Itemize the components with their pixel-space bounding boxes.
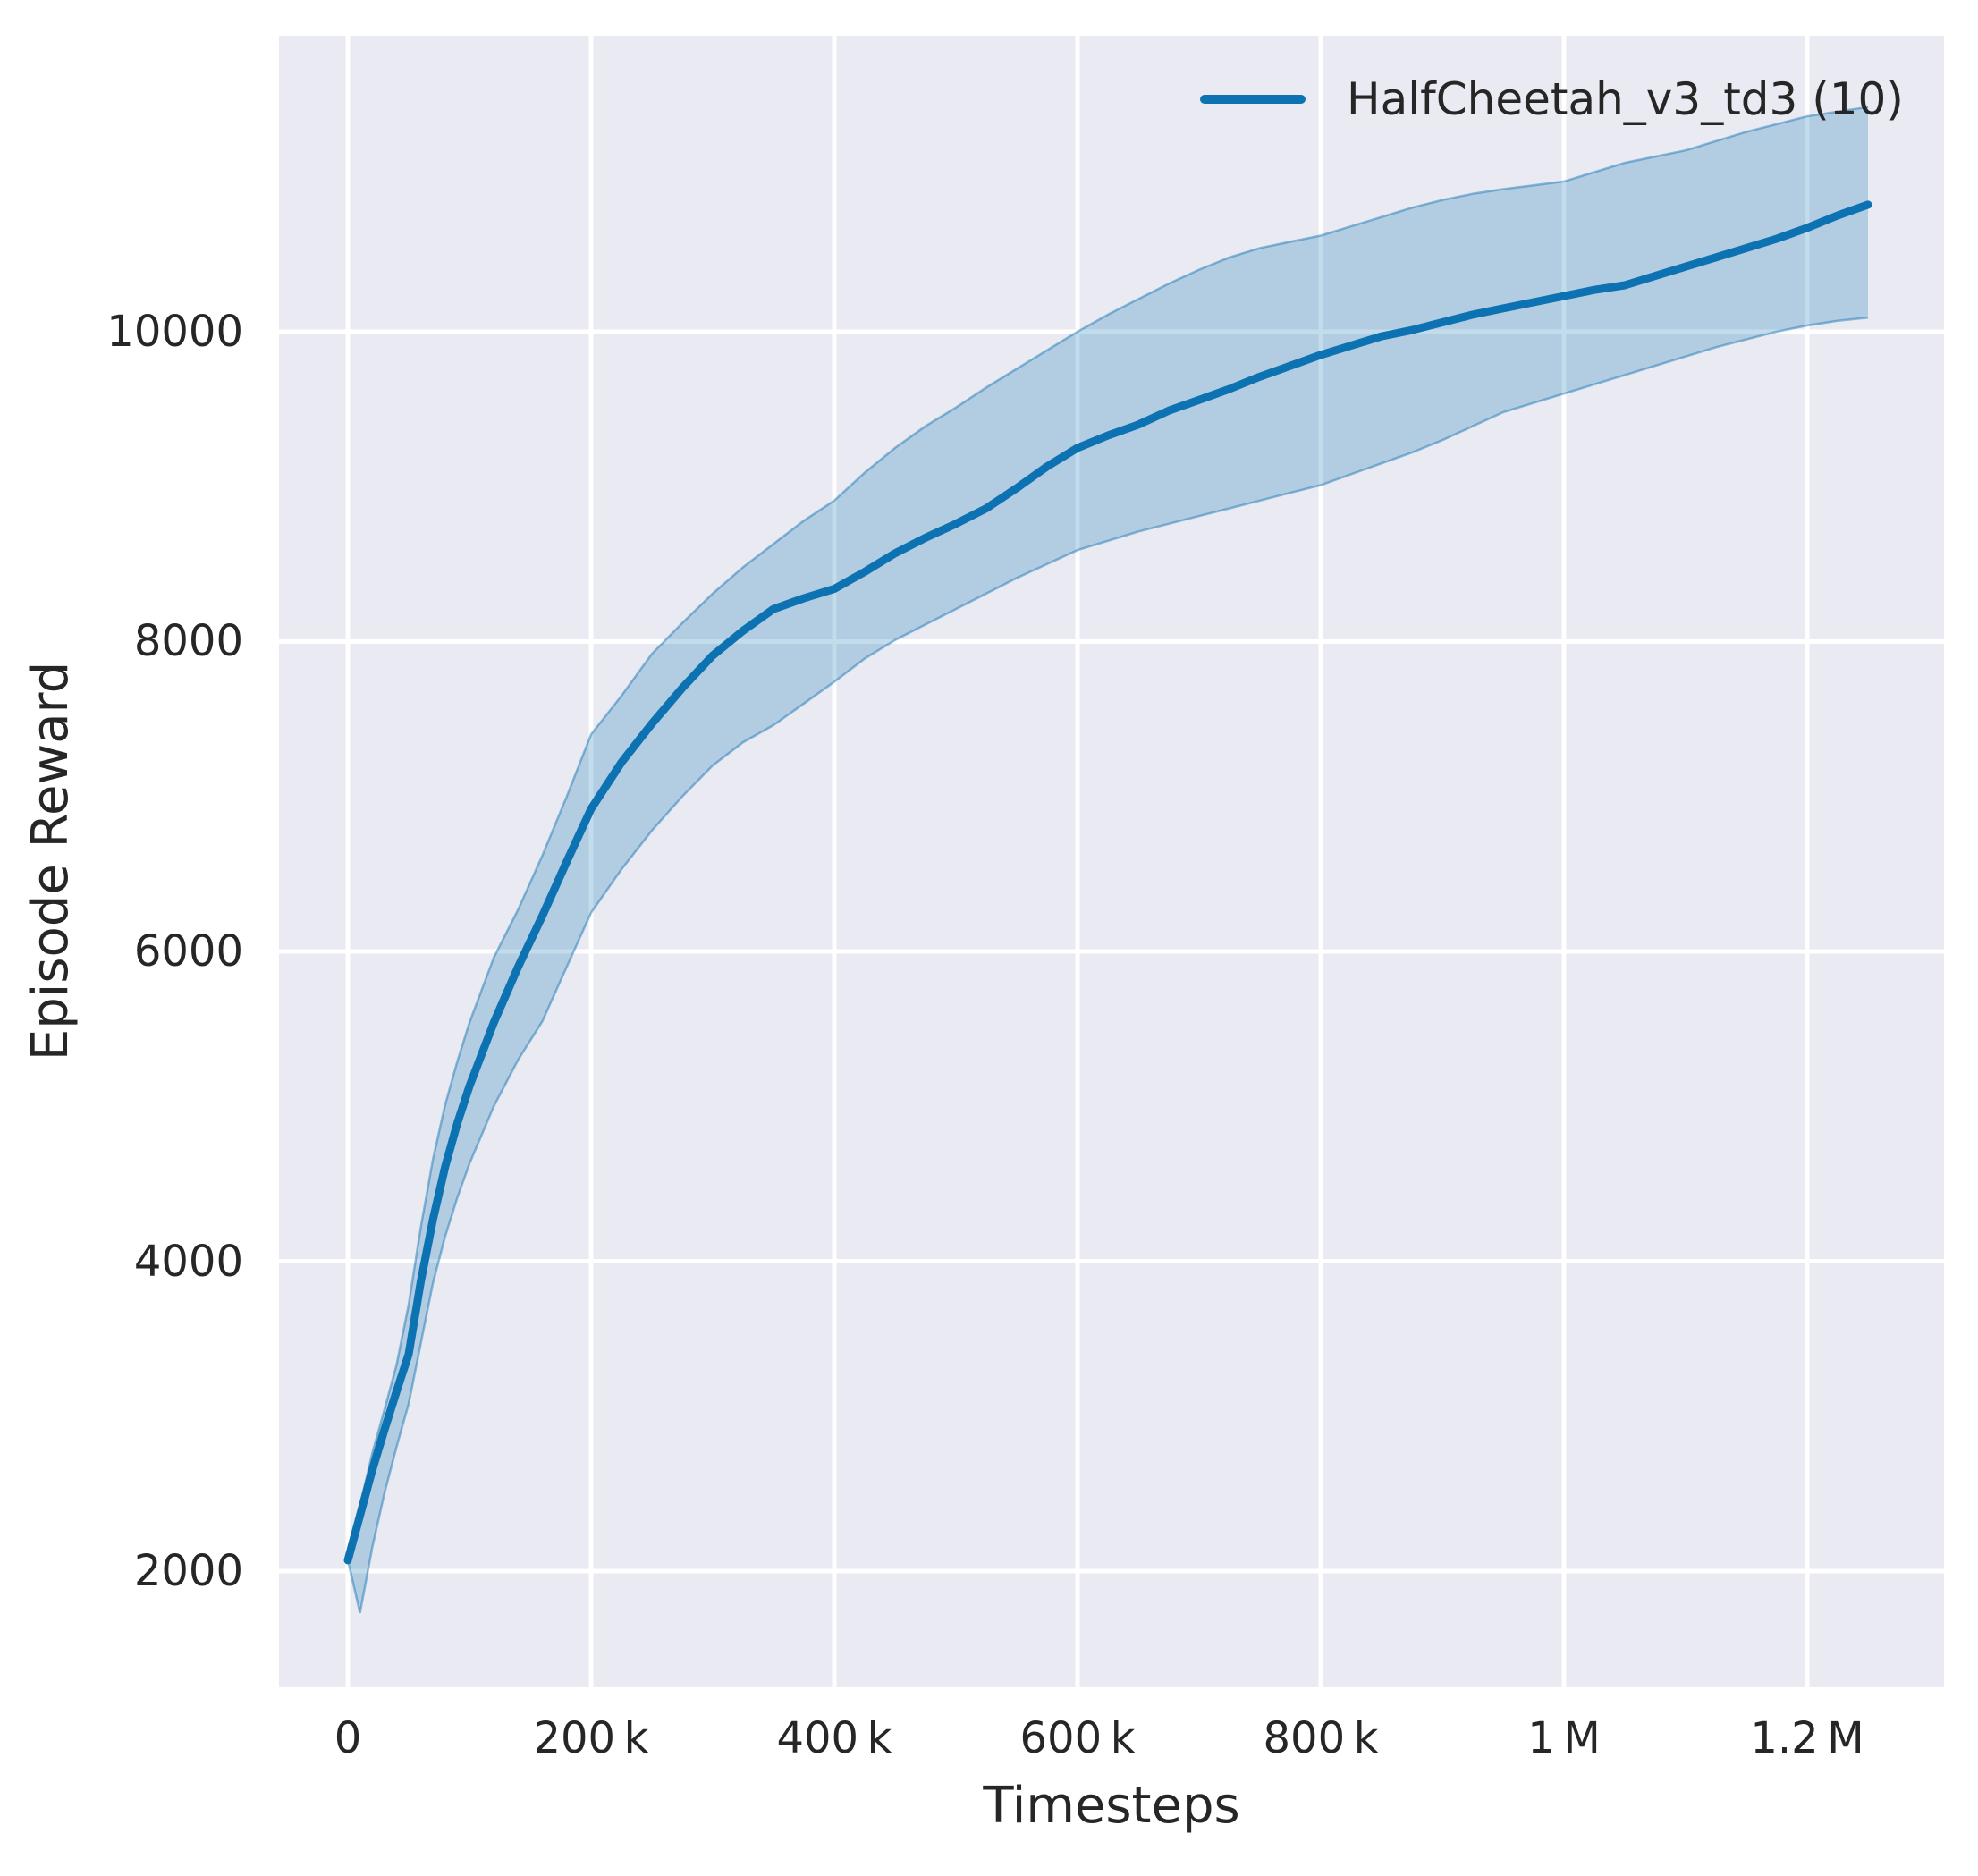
y-tick-label: 10000 (106, 306, 243, 357)
x-tick-label: 600 k (1019, 1713, 1136, 1763)
confidence-band-lower-edge (346, 317, 1869, 1614)
x-tick-label: 1.2 M (1750, 1713, 1864, 1763)
y-tick-label: 8000 (133, 616, 243, 667)
y-tick-label: 2000 (133, 1546, 243, 1597)
series-line (343, 200, 1872, 1565)
legend-line-swatch (1200, 95, 1306, 104)
y-axis-label: Episode Reward (21, 661, 80, 1061)
y-tick-label: 6000 (133, 925, 243, 976)
x-tick-label: 1 M (1527, 1713, 1601, 1763)
legend-series-label: HalfCheetah_v3_td3 (10) (1347, 73, 1904, 125)
confidence-band-upper-edge (346, 106, 1869, 1561)
legend: HalfCheetah_v3_td3 (10) (1200, 73, 1904, 125)
plot-background (279, 36, 1944, 1687)
x-tick-label: 400 k (776, 1713, 892, 1763)
x-axis-label: Timesteps (983, 1777, 1240, 1835)
x-tick-label: 800 k (1263, 1713, 1379, 1763)
x-tick-label: 0 (334, 1713, 362, 1763)
y-tick-label: 4000 (133, 1236, 243, 1287)
x-tick-label: 200 k (533, 1713, 649, 1763)
